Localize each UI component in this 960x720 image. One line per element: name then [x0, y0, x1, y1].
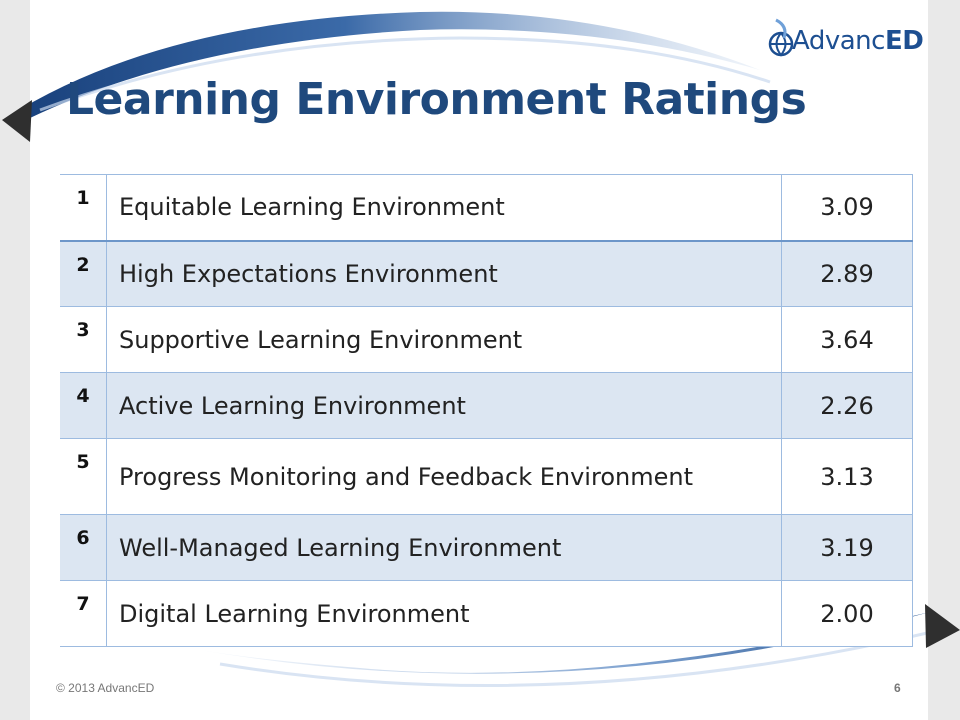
criterion-name: Well-Managed Learning Environment [106, 514, 782, 581]
copyright-footer: © 2013 AdvancED [56, 681, 155, 695]
rating-value: 2.00 [781, 580, 913, 647]
row-number: 6 [60, 514, 107, 581]
row-number: 3 [60, 306, 107, 373]
rating-value: 3.09 [781, 174, 913, 242]
criterion-name: Supportive Learning Environment [106, 306, 782, 373]
criterion-name: Equitable Learning Environment [106, 174, 782, 242]
row-number: 1 [60, 174, 107, 242]
logo-wordmark: AdvancED [792, 26, 924, 56]
table-row: 4 Active Learning Environment 2.26 [60, 372, 913, 439]
top-swoosh [6, 11, 760, 118]
table-row: 1 Equitable Learning Environment 3.09 [60, 174, 913, 242]
top-swoosh-thin [39, 36, 771, 112]
row-number: 7 [60, 580, 107, 647]
left-arrow-shape [2, 100, 32, 142]
criterion-name: Progress Monitoring and Feedback Environ… [106, 438, 782, 515]
criterion-name: Active Learning Environment [106, 372, 782, 439]
rating-value: 2.89 [781, 240, 913, 307]
page-number: 6 [894, 681, 901, 695]
criterion-name: High Expectations Environment [106, 240, 782, 307]
bottom-swoosh-thin [219, 628, 941, 687]
row-number: 2 [60, 240, 107, 307]
table-row: 5 Progress Monitoring and Feedback Enviro… [60, 438, 913, 515]
ratings-table: 1 Equitable Learning Environment 3.09 2 High… [60, 174, 913, 647]
table-row: 7 Digital Learning Environment 2.00 [60, 580, 913, 647]
row-number: 4 [60, 372, 107, 439]
right-arrow-shape [925, 604, 960, 648]
advanced-logo: AdvancED [766, 18, 936, 68]
table-row: 3 Supportive Learning Environment 3.64 [60, 306, 913, 373]
globe-icon [768, 18, 794, 57]
rating-value: 3.19 [781, 514, 913, 581]
table-row: 6 Well-Managed Learning Environment 3.19 [60, 514, 913, 581]
rating-value: 3.13 [781, 438, 913, 515]
row-number: 5 [60, 438, 107, 515]
rating-value: 3.64 [781, 306, 913, 373]
rating-value: 2.26 [781, 372, 913, 439]
slide-title: Learning Environment Ratings [66, 74, 807, 125]
criterion-name: Digital Learning Environment [106, 580, 782, 647]
table-row: 2 High Expectations Environment 2.89 [60, 240, 913, 307]
